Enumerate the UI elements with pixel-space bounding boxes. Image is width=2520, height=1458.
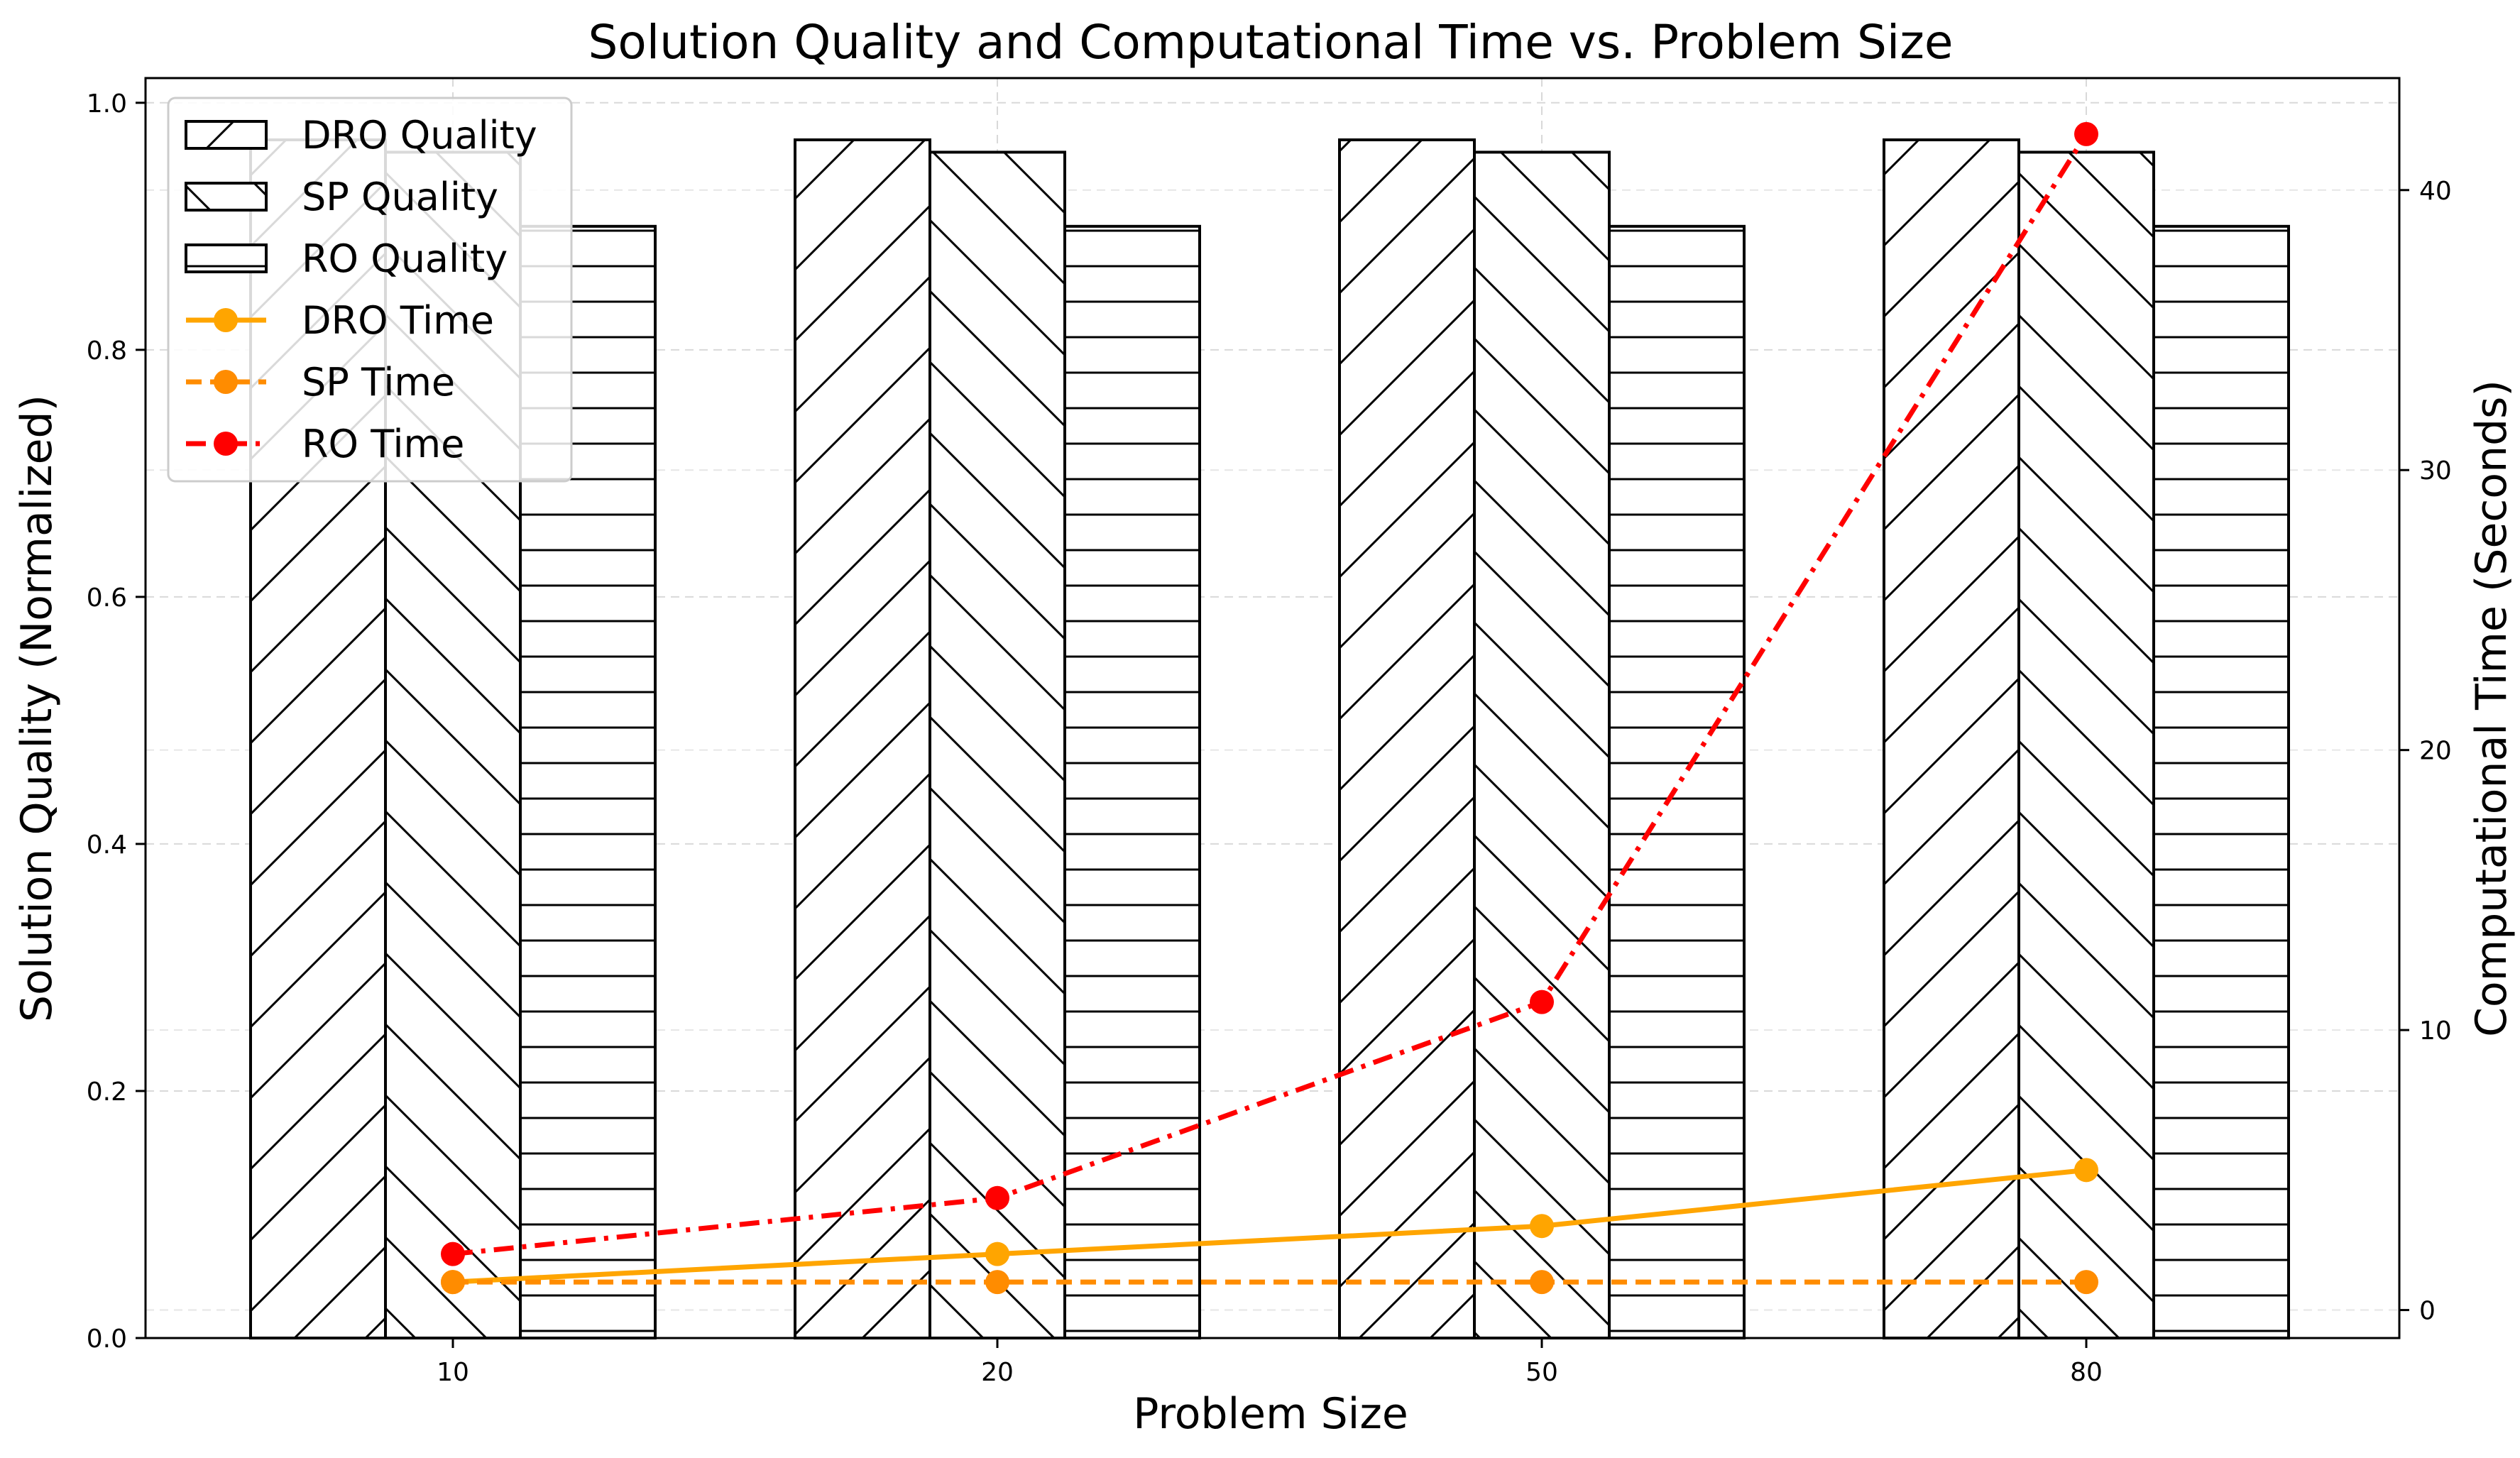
legend-swatch-ro-quality	[185, 243, 268, 273]
x-tick-label: 20	[981, 1358, 1014, 1387]
x-tick-label: 50	[1525, 1358, 1558, 1387]
bar-ro-quality	[1063, 224, 1201, 1340]
time-lines	[441, 121, 2098, 1295]
point-dro-time	[985, 1242, 1009, 1266]
line-ro-time	[452, 133, 2088, 1257]
legend-box	[167, 97, 573, 483]
point-dro-time	[2074, 1158, 2098, 1183]
point-sp-time	[985, 1270, 1009, 1295]
point-ro-time	[1530, 990, 1554, 1014]
legend-label-dro-time: DRO Time	[302, 298, 494, 343]
y2-tick-label: 10	[2419, 1016, 2452, 1046]
point-sp-time	[1530, 1270, 1554, 1295]
y2-tick-label: 40	[2419, 177, 2452, 206]
legend: DRO Quality SP Quality RO Quality DRO Time S…	[167, 97, 573, 483]
y2-tick-label: 0	[2419, 1297, 2436, 1326]
point-sp-time	[2074, 1270, 2098, 1295]
point-ro-time	[441, 1242, 465, 1266]
legend-label-sp-time: SP Time	[302, 360, 455, 405]
x-tick-label: 10	[437, 1358, 469, 1387]
plot-frame	[144, 77, 2401, 1339]
point-sp-time	[441, 1270, 465, 1295]
x-axis-label: Problem Size	[1133, 1389, 1408, 1439]
y-tick-label: 0.8	[87, 336, 127, 366]
bar-dro-quality	[1338, 138, 1476, 1340]
y-axis-left: 0.0 0.2 0.4 0.6 0.8 1.0	[87, 89, 146, 1354]
legend-label-ro-quality: RO Quality	[302, 236, 508, 281]
bar-dro-quality	[794, 138, 931, 1340]
bar-ro-quality	[1608, 224, 1746, 1340]
y-tick-label: 0.0	[87, 1325, 127, 1354]
y2-axis-label: Computational Time (Seconds)	[2467, 380, 2516, 1037]
y-tick-label: 0.6	[87, 583, 127, 613]
legend-label-dro-quality: DRO Quality	[302, 113, 537, 158]
bar-ro-quality	[2152, 224, 2290, 1340]
y-tick-label: 0.2	[87, 1078, 127, 1107]
y-tick-label: 1.0	[87, 89, 127, 119]
legend-marker	[214, 308, 238, 332]
y2-tick-label: 20	[2419, 737, 2452, 766]
chart-title: Solution Quality and Computational Time …	[588, 15, 1954, 70]
point-ro-time	[2074, 121, 2098, 146]
y-tick-label: 0.4	[87, 831, 127, 860]
line-dro-time	[452, 1167, 2087, 1285]
legend-label-sp-quality: SP Quality	[302, 175, 498, 219]
legend-swatch-sp-quality	[185, 182, 268, 212]
point-ro-time	[985, 1185, 1009, 1210]
y2-tick-label: 30	[2419, 456, 2452, 486]
legend-label-ro-time: RO Time	[302, 422, 464, 466]
y-axis-label: Solution Quality (Normalized)	[12, 395, 62, 1022]
x-tick-label: 80	[2070, 1358, 2103, 1387]
bar-sp-quality	[928, 150, 1066, 1340]
x-axis: 10 20 50 80	[437, 1338, 2103, 1387]
legend-marker	[214, 370, 238, 394]
bar-sp-quality	[1473, 150, 1611, 1340]
legend-marker	[214, 432, 238, 456]
legend-swatch-dro-quality	[185, 120, 268, 150]
y-axis-right: 0 10 20 30 40	[2399, 177, 2452, 1326]
bar-dro-quality	[1883, 138, 2020, 1340]
point-dro-time	[1530, 1214, 1554, 1239]
